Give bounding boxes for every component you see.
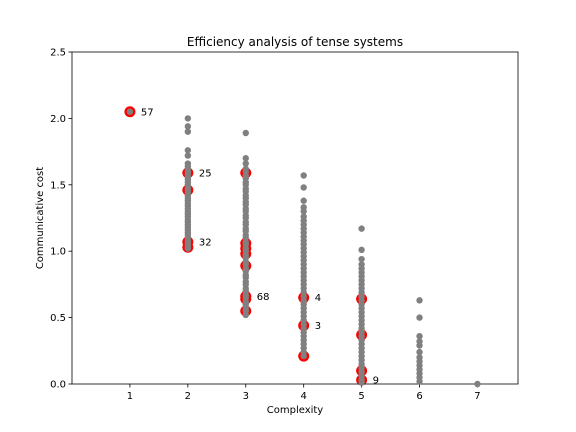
all-systems-series — [126, 108, 481, 388]
plot-frame — [71, 51, 519, 385]
x-tick-label: 1 — [127, 391, 133, 402]
data-point — [300, 172, 307, 179]
point-annotation: 25 — [199, 168, 212, 179]
x-axis: 1 2 3 4 5 6 7 — [127, 384, 481, 402]
data-point — [416, 332, 423, 340]
point-annotation: 32 — [199, 237, 212, 248]
y-tick-label: 2.0 — [50, 114, 66, 125]
x-tick-label: 3 — [243, 391, 249, 402]
data-point — [300, 352, 307, 360]
point-annotation: 68 — [257, 292, 270, 303]
data-point — [300, 197, 307, 204]
x-tick-label: 5 — [358, 391, 364, 402]
point-annotation: 9 — [373, 376, 379, 387]
point-annotation: 57 — [141, 107, 154, 118]
annotations: 57 25 32 68 4 3 9 — [141, 107, 379, 386]
data-point — [184, 128, 192, 135]
chart-title: Efficiency analysis of tense systems — [187, 35, 403, 49]
x-tick-label: 7 — [474, 391, 480, 402]
y-tick-label: 1.5 — [50, 180, 66, 191]
y-tick-label: 1.0 — [50, 247, 66, 258]
data-point — [358, 246, 365, 254]
y-tick-label: 2.5 — [50, 48, 66, 59]
data-point — [416, 348, 423, 356]
y-axis-label: Communicative cost — [35, 167, 46, 269]
data-point — [300, 184, 307, 191]
data-point — [416, 314, 423, 321]
data-point — [242, 160, 249, 167]
x-tick-label: 6 — [416, 391, 422, 402]
data-point — [184, 245, 192, 252]
point-annotation: 4 — [315, 293, 321, 304]
y-tick-label: 0.0 — [50, 380, 66, 391]
data-point — [358, 255, 365, 263]
data-point — [126, 108, 134, 115]
data-point — [242, 129, 249, 137]
y-tick-label: 0.5 — [50, 313, 66, 324]
y-axis: 0.0 0.5 1.0 1.5 2.0 2.5 — [50, 48, 72, 391]
data-point — [358, 379, 365, 386]
data-point — [242, 311, 249, 319]
x-tick-label: 4 — [301, 391, 307, 402]
data-point — [184, 152, 192, 159]
data-point — [416, 342, 423, 349]
data-point — [358, 225, 365, 232]
x-axis-label: Complexity — [267, 405, 324, 416]
data-point — [184, 123, 192, 130]
data-point — [416, 378, 423, 385]
data-point — [242, 155, 249, 162]
data-point — [184, 147, 192, 154]
data-point — [474, 380, 481, 388]
x-tick-label: 2 — [185, 391, 191, 402]
data-point — [300, 208, 307, 215]
point-annotation: 3 — [315, 321, 321, 332]
data-point — [416, 297, 423, 304]
data-point — [184, 115, 192, 122]
